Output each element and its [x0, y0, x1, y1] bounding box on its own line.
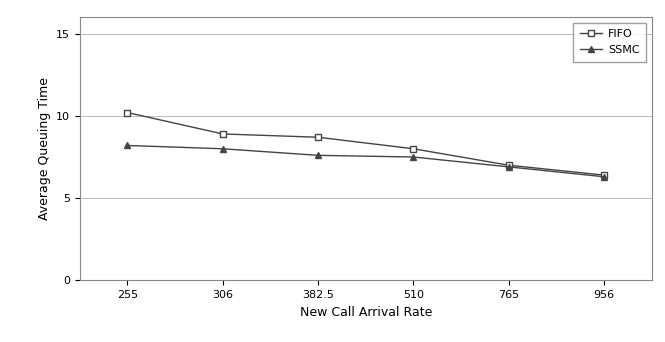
SSMC — [410, 155, 418, 159]
FIFO — [600, 173, 608, 177]
X-axis label: New Call Arrival Rate: New Call Arrival Rate — [299, 306, 432, 319]
FIFO — [219, 132, 227, 136]
FIFO — [410, 147, 418, 151]
Line: SSMC: SSMC — [124, 142, 608, 180]
Y-axis label: Average Queuing Time: Average Queuing Time — [37, 77, 51, 220]
Line: FIFO: FIFO — [124, 109, 608, 179]
SSMC — [505, 165, 513, 169]
FIFO — [314, 135, 322, 139]
FIFO — [505, 163, 513, 167]
Legend: FIFO, SSMC: FIFO, SSMC — [573, 23, 646, 62]
FIFO — [124, 110, 132, 115]
SSMC — [124, 143, 132, 147]
SSMC — [600, 175, 608, 179]
SSMC — [219, 147, 227, 151]
SSMC — [314, 153, 322, 157]
